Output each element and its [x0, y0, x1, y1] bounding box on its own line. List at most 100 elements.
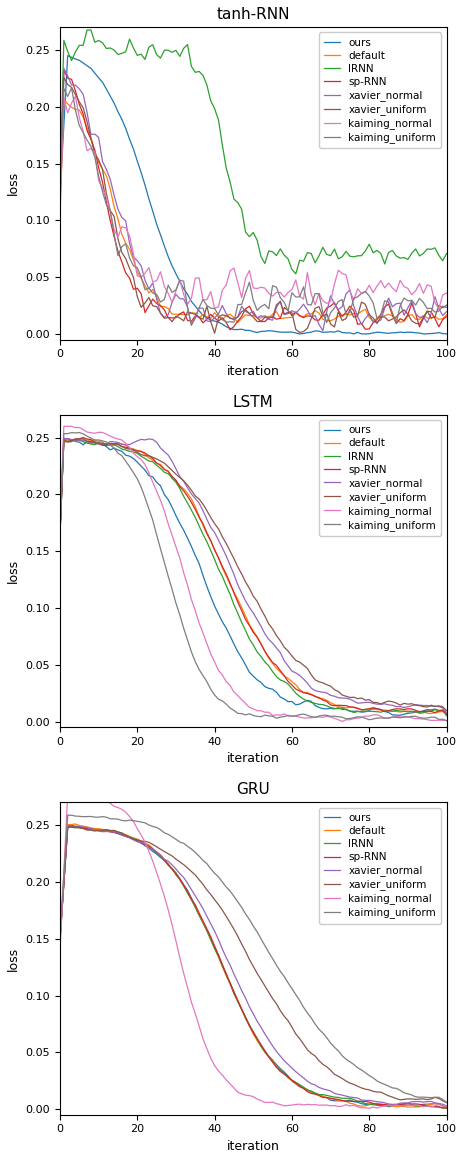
- IRNN: [157, 51, 163, 65]
- kaiming_normal: [88, 426, 94, 440]
- default: [331, 697, 337, 711]
- kaiming_normal: [443, 713, 448, 727]
- Title: tanh-RNN: tanh-RNN: [216, 7, 289, 22]
- sp-RNN: [88, 132, 94, 146]
- sp-RNN: [227, 322, 232, 336]
- sp-RNN: [292, 682, 298, 696]
- IRNN: [439, 1101, 444, 1115]
- ours: [296, 327, 302, 341]
- Line: sp-RNN: sp-RNN: [60, 826, 445, 1108]
- xavier_normal: [157, 848, 163, 862]
- kaiming_normal: [331, 1099, 337, 1112]
- default: [335, 310, 340, 324]
- sp-RNN: [292, 1076, 298, 1090]
- xavier_normal: [88, 822, 94, 836]
- default: [292, 677, 298, 691]
- default: [242, 307, 248, 321]
- xavier_uniform: [443, 298, 448, 312]
- Y-axis label: loss: loss: [7, 172, 20, 196]
- kaiming_uniform: [443, 1095, 448, 1109]
- default: [157, 457, 163, 471]
- kaiming_normal: [292, 1097, 298, 1111]
- kaiming_uniform: [88, 810, 94, 824]
- xavier_normal: [157, 441, 163, 455]
- default: [57, 931, 63, 945]
- sp-RNN: [354, 318, 360, 332]
- ours: [57, 525, 63, 539]
- xavier_normal: [354, 310, 360, 324]
- kaiming_uniform: [443, 300, 448, 314]
- sp-RNN: [157, 848, 163, 862]
- xavier_uniform: [331, 683, 337, 697]
- sp-RNN: [238, 1002, 244, 1016]
- IRNN: [350, 1093, 356, 1107]
- xavier_uniform: [242, 303, 248, 317]
- kaiming_normal: [61, 419, 67, 433]
- ours: [238, 651, 244, 665]
- X-axis label: iteration: iteration: [226, 753, 279, 766]
- default: [350, 701, 356, 715]
- sp-RNN: [57, 193, 63, 206]
- Line: sp-RNN: sp-RNN: [60, 437, 445, 713]
- Line: default: default: [60, 824, 445, 1107]
- kaiming_uniform: [331, 1041, 337, 1054]
- Line: xavier_normal: xavier_normal: [60, 438, 445, 713]
- default: [292, 1076, 298, 1090]
- xavier_uniform: [350, 690, 356, 704]
- IRNN: [292, 267, 298, 281]
- xavier_uniform: [157, 454, 163, 467]
- sp-RNN: [65, 819, 70, 833]
- X-axis label: iteration: iteration: [226, 1140, 279, 1153]
- xavier_uniform: [443, 1095, 448, 1109]
- Line: xavier_normal: xavier_normal: [60, 68, 445, 331]
- ours: [350, 1095, 356, 1109]
- IRNN: [296, 253, 302, 267]
- kaiming_normal: [331, 277, 337, 291]
- kaiming_normal: [157, 264, 163, 278]
- Title: LSTM: LSTM: [232, 394, 273, 409]
- sp-RNN: [242, 302, 248, 316]
- sp-RNN: [443, 310, 448, 324]
- sp-RNN: [61, 63, 67, 77]
- IRNN: [443, 247, 448, 261]
- kaiming_normal: [88, 789, 94, 803]
- IRNN: [157, 849, 163, 863]
- xavier_uniform: [157, 842, 163, 856]
- kaiming_uniform: [57, 926, 63, 940]
- Line: xavier_uniform: xavier_uniform: [60, 438, 445, 711]
- kaiming_uniform: [157, 822, 163, 836]
- xavier_normal: [88, 436, 94, 450]
- Line: kaiming_uniform: kaiming_uniform: [60, 815, 445, 1102]
- IRNN: [443, 708, 448, 722]
- kaiming_normal: [157, 493, 163, 507]
- kaiming_uniform: [331, 709, 337, 723]
- sp-RNN: [57, 931, 63, 945]
- IRNN: [65, 820, 70, 834]
- xavier_normal: [443, 305, 448, 319]
- kaiming_normal: [238, 291, 244, 305]
- kaiming_normal: [366, 1101, 371, 1115]
- sp-RNN: [88, 433, 94, 447]
- Line: sp-RNN: sp-RNN: [60, 70, 445, 329]
- default: [443, 1100, 448, 1114]
- xavier_uniform: [292, 653, 298, 667]
- ours: [292, 326, 298, 340]
- default: [443, 307, 448, 321]
- kaiming_normal: [57, 205, 63, 219]
- xavier_normal: [57, 196, 63, 210]
- xavier_uniform: [57, 197, 63, 211]
- kaiming_normal: [331, 711, 337, 725]
- default: [88, 434, 94, 448]
- Line: kaiming_normal: kaiming_normal: [60, 96, 445, 309]
- xavier_normal: [61, 61, 67, 75]
- xavier_uniform: [296, 326, 302, 340]
- default: [443, 708, 448, 722]
- sp-RNN: [80, 430, 86, 444]
- kaiming_normal: [435, 302, 441, 316]
- kaiming_normal: [350, 1099, 356, 1112]
- kaiming_uniform: [354, 290, 360, 304]
- Line: kaiming_uniform: kaiming_uniform: [60, 433, 445, 720]
- default: [57, 209, 63, 223]
- kaiming_uniform: [296, 290, 302, 304]
- default: [331, 1093, 337, 1107]
